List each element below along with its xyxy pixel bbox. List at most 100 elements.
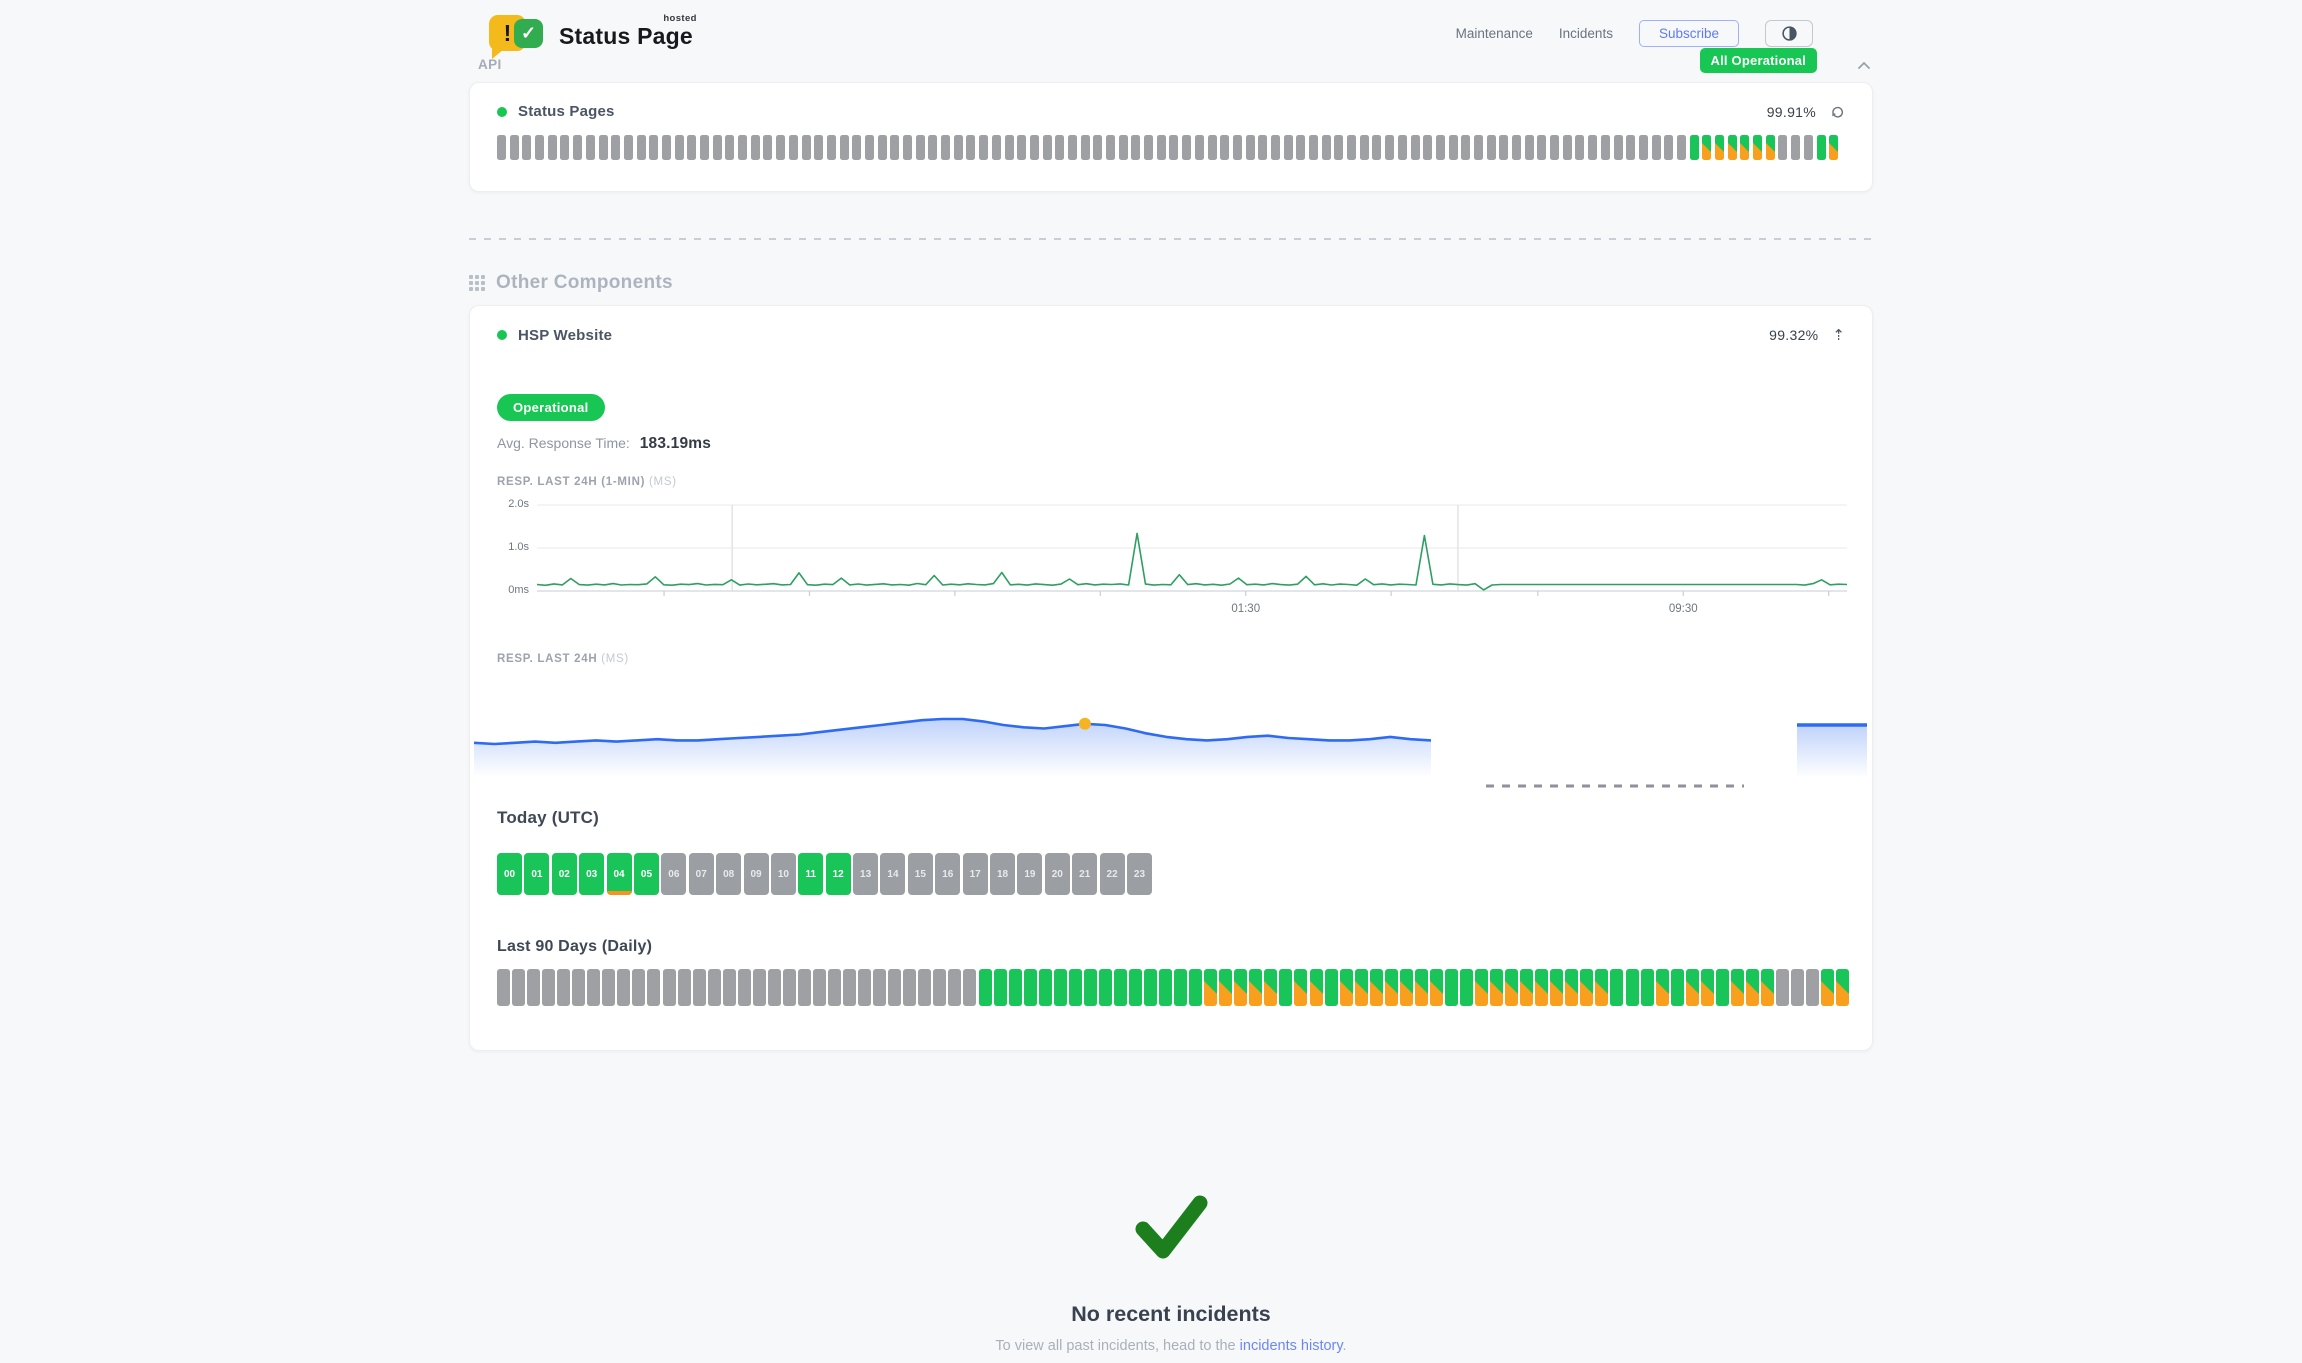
uptime-bar-empty[interactable]: [1803, 135, 1813, 160]
uptime-bar-up[interactable]: [1038, 969, 1052, 1006]
uptime-bar-empty[interactable]: [1042, 135, 1052, 160]
uptime-bar-empty[interactable]: [991, 135, 1001, 160]
uptime-bar-up[interactable]: [1324, 969, 1338, 1006]
uptime-bar-empty[interactable]: [1588, 135, 1598, 160]
uptime-bar-up[interactable]: [1068, 969, 1082, 1006]
hour-block-18[interactable]: 18: [990, 853, 1016, 895]
hour-block-03[interactable]: 03: [579, 853, 605, 895]
uptime-bar-empty[interactable]: [767, 969, 781, 1006]
uptime-bar-empty[interactable]: [1334, 135, 1344, 160]
uptime-bar-empty[interactable]: [1473, 135, 1483, 160]
hour-block-01[interactable]: 01: [524, 853, 550, 895]
uptime-bar-up[interactable]: [1174, 969, 1188, 1006]
uptime-bar-up[interactable]: [1008, 969, 1022, 1006]
hour-block-00[interactable]: 00: [497, 853, 522, 895]
hour-block-20[interactable]: 20: [1044, 853, 1070, 895]
hour-block-19[interactable]: 19: [1017, 853, 1043, 895]
uptime-bar-empty[interactable]: [1461, 135, 1471, 160]
uptime-bar-empty[interactable]: [953, 135, 963, 160]
uptime-bar-empty[interactable]: [888, 969, 902, 1006]
hour-block-23[interactable]: 23: [1126, 853, 1152, 895]
uptime-bar-empty[interactable]: [647, 969, 661, 1006]
uptime-bar-degraded[interactable]: [1429, 969, 1443, 1006]
hour-block-09[interactable]: 09: [743, 853, 769, 895]
uptime-bar-degraded[interactable]: [1204, 969, 1218, 1006]
uptime-bar-up[interactable]: [1670, 969, 1684, 1006]
uptime-bar-degraded[interactable]: [1700, 969, 1714, 1006]
uptime-bar-up[interactable]: [993, 969, 1007, 1006]
uptime-bar-degraded[interactable]: [1309, 969, 1323, 1006]
uptime-bar-empty[interactable]: [692, 969, 706, 1006]
uptime-bar-empty[interactable]: [979, 135, 989, 160]
uptime-bar-degraded[interactable]: [1760, 969, 1774, 1006]
uptime-bar-empty[interactable]: [873, 969, 887, 1006]
hour-block-08[interactable]: 08: [716, 853, 742, 895]
uptime-bar-empty[interactable]: [877, 135, 887, 160]
uptime-bar-degraded[interactable]: [1399, 969, 1413, 1006]
hour-block-07[interactable]: 07: [688, 853, 714, 895]
uptime-bar-empty[interactable]: [1600, 135, 1610, 160]
uptime-bar-empty[interactable]: [1131, 135, 1141, 160]
uptime-bar-empty[interactable]: [1806, 969, 1820, 1006]
uptime-bar-empty[interactable]: [1524, 135, 1534, 160]
brand-logo[interactable]: ! ✓ Status Page hosted: [489, 12, 696, 60]
uptime-bar-degraded[interactable]: [1339, 969, 1353, 1006]
hour-block-02[interactable]: 02: [551, 853, 577, 895]
uptime-bar-empty[interactable]: [1220, 135, 1230, 160]
uptime-bar-empty[interactable]: [497, 969, 510, 1006]
uptime-bar-empty[interactable]: [812, 969, 826, 1006]
uptime-bar-empty[interactable]: [737, 969, 751, 1006]
uptime-bar-up[interactable]: [1098, 969, 1112, 1006]
uptime-bar-empty[interactable]: [1448, 135, 1458, 160]
uptime-bar-degraded[interactable]: [1294, 969, 1308, 1006]
uptime-bar-empty[interactable]: [1093, 135, 1103, 160]
uptime-bar-empty[interactable]: [918, 969, 932, 1006]
uptime-bar-degraded[interactable]: [1535, 969, 1549, 1006]
uptime-bar-degraded[interactable]: [1829, 135, 1839, 160]
uptime-bar-empty[interactable]: [1562, 135, 1572, 160]
uptime-bar-empty[interactable]: [1791, 969, 1805, 1006]
uptime-bar-empty[interactable]: [1410, 135, 1420, 160]
uptime-bar-degraded[interactable]: [1384, 969, 1398, 1006]
uptime-bar-empty[interactable]: [687, 135, 697, 160]
uptime-bar-empty[interactable]: [1270, 135, 1280, 160]
uptime-bar-empty[interactable]: [1575, 135, 1585, 160]
hour-block-12[interactable]: 12: [825, 853, 851, 895]
uptime-bar-empty[interactable]: [1423, 135, 1433, 160]
uptime-bar-up[interactable]: [1159, 969, 1173, 1006]
uptime-bar-empty[interactable]: [1613, 135, 1623, 160]
uptime-bar-empty[interactable]: [1029, 135, 1039, 160]
uptime-bar-empty[interactable]: [560, 135, 570, 160]
uptime-bar-up[interactable]: [1610, 969, 1624, 1006]
uptime-bar-up[interactable]: [1023, 969, 1037, 1006]
uptime-bar-empty[interactable]: [1778, 135, 1788, 160]
nav-incidents[interactable]: Incidents: [1558, 26, 1613, 41]
hour-block-17[interactable]: 17: [962, 853, 988, 895]
uptime-bar-empty[interactable]: [933, 969, 947, 1006]
subscribe-button[interactable]: Subscribe: [1638, 20, 1739, 47]
uptime-bar-empty[interactable]: [1106, 135, 1115, 160]
uptime-bar-empty[interactable]: [662, 969, 676, 1006]
uptime-bar-empty[interactable]: [814, 135, 824, 160]
uptime-bar-up[interactable]: [1113, 969, 1127, 1006]
uptime-bar-degraded[interactable]: [1836, 969, 1850, 1006]
uptime-bar-empty[interactable]: [725, 135, 735, 160]
incidents-history-link[interactable]: incidents history: [1239, 1338, 1343, 1354]
uptime-bar-empty[interactable]: [966, 135, 976, 160]
uptime-bar-empty[interactable]: [535, 135, 545, 160]
uptime-bar-degraded[interactable]: [1580, 969, 1594, 1006]
uptime-bar-empty[interactable]: [617, 969, 631, 1006]
uptime-bar-up[interactable]: [978, 969, 992, 1006]
uptime-bar-empty[interactable]: [941, 135, 951, 160]
hour-block-15[interactable]: 15: [907, 853, 933, 895]
uptime-bar-up[interactable]: [1128, 969, 1142, 1006]
uptime-bar-empty[interactable]: [547, 135, 557, 160]
uptime-bar-empty[interactable]: [1207, 135, 1217, 160]
uptime-bar-empty[interactable]: [587, 969, 601, 1006]
uptime-bar-degraded[interactable]: [1715, 135, 1724, 160]
uptime-bar-degraded[interactable]: [1765, 135, 1775, 160]
uptime-bar-degraded[interactable]: [1414, 969, 1428, 1006]
hour-block-10[interactable]: 10: [770, 853, 796, 895]
collapse-api-chevron-up-icon[interactable]: [1857, 60, 1871, 70]
uptime-bar-up[interactable]: [1715, 969, 1729, 1006]
